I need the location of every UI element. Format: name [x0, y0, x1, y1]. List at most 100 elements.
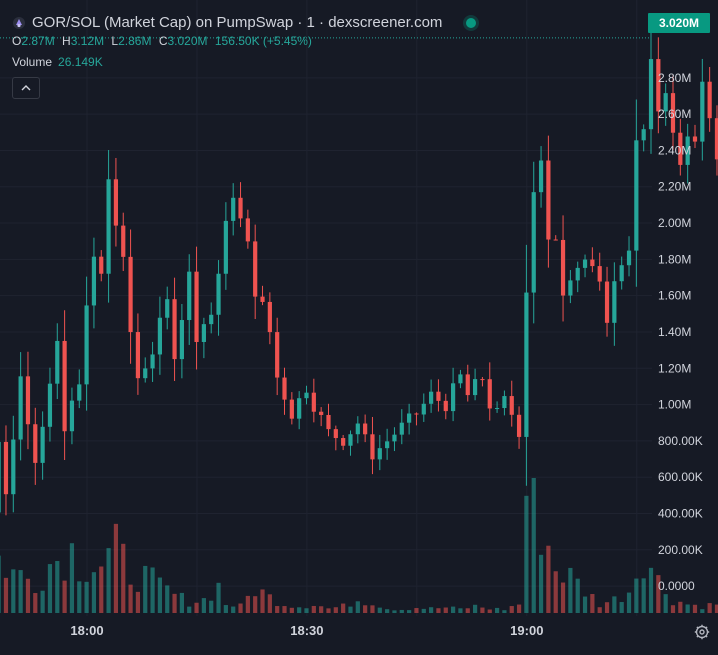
candle-body: [245, 218, 250, 242]
candle-body: [619, 265, 624, 282]
volume-bar: [282, 606, 287, 613]
candle-body: [253, 241, 258, 297]
volume-bar: [3, 577, 9, 613]
volume-bar: [458, 608, 463, 613]
candle-body: [319, 411, 324, 415]
candle-body: [612, 281, 617, 323]
volume-bar: [62, 580, 67, 613]
candle-body: [194, 271, 199, 342]
candle-body: [25, 376, 31, 425]
volume-bar: [692, 604, 698, 613]
candle-body: [311, 392, 316, 412]
candle-body: [179, 320, 184, 360]
y-tick-label: 800.00K: [658, 434, 703, 448]
candle-body: [443, 400, 448, 412]
volume-bar: [91, 572, 97, 613]
volume-bar: [407, 610, 412, 613]
ohlc-row: O2.87M H3.12M L2.86M C3.020M 156.50K (+5…: [12, 34, 476, 48]
candle-body: [377, 448, 382, 460]
candle-body: [663, 93, 668, 112]
candle-body: [509, 396, 514, 415]
volume-bar: [55, 561, 60, 613]
candle-body: [451, 383, 456, 412]
volume-bar: [194, 602, 199, 613]
volume-bar: [414, 608, 419, 613]
candle-body: [524, 292, 529, 437]
candle-body: [700, 81, 705, 142]
candle-body: [304, 392, 309, 399]
volume-bar: [597, 607, 602, 613]
volume-label: Volume: [12, 55, 53, 69]
candle-body: [91, 256, 97, 306]
volume-bar: [494, 607, 500, 613]
volume-bar: [538, 554, 544, 613]
volume-bar: [429, 607, 434, 613]
volume-bar: [33, 593, 38, 613]
volume-bar: [11, 569, 16, 613]
volume-bar: [546, 545, 551, 613]
candle-body: [641, 129, 646, 141]
volume-bar: [568, 567, 573, 613]
y-tick-label: 1.20M: [658, 361, 691, 375]
volume-bar: [179, 592, 184, 613]
volume-bar: [355, 601, 360, 613]
collapse-legend-button[interactable]: [12, 77, 40, 99]
candle-body: [172, 299, 177, 360]
y-tick-label: 2.20M: [658, 180, 691, 194]
volume-bar: [516, 604, 522, 613]
volume-bar: [135, 591, 141, 613]
candle-body: [575, 267, 580, 281]
volume-bar: [238, 603, 243, 613]
candle-body: [399, 422, 404, 435]
candle-body: [604, 281, 610, 323]
volume-bar: [714, 604, 718, 613]
open-key: O: [12, 34, 22, 48]
candle-body: [0, 441, 1, 513]
volume-bar: [487, 609, 492, 613]
volume-bar: [590, 594, 595, 613]
candle-body: [678, 132, 683, 165]
volume-bar: [267, 594, 272, 613]
candle-body: [568, 280, 573, 296]
volume-bar: [143, 565, 148, 613]
candle-body: [84, 305, 89, 385]
candle-body: [363, 423, 368, 435]
candle-body: [421, 403, 426, 415]
candle-body: [99, 256, 104, 274]
candle-body: [11, 439, 16, 495]
candle-body: [47, 383, 53, 427]
candle-body: [502, 396, 507, 409]
candle-body: [414, 413, 419, 415]
candle-body: [121, 225, 126, 257]
low-key: L: [111, 34, 119, 48]
candle-body: [370, 434, 375, 460]
volume-bar: [685, 604, 690, 613]
candle-body: [157, 317, 162, 355]
volume-row: Volume 26.149K: [12, 55, 476, 69]
settings-button[interactable]: [694, 624, 710, 640]
candle-body: [150, 354, 155, 369]
volume-bar: [392, 610, 397, 613]
volume-bar: [113, 523, 119, 613]
close-key: C: [158, 34, 168, 48]
settings-gear-icon: [694, 624, 710, 640]
volume-bar: [575, 578, 580, 613]
volume-bar: [187, 606, 192, 613]
candle-body: [560, 239, 566, 296]
candle-body: [531, 192, 536, 293]
y-tick-label: 1.00M: [658, 398, 691, 412]
candle-body: [429, 391, 434, 404]
volume-bar: [326, 608, 331, 613]
x-tick-label: 18:00: [70, 623, 103, 638]
candle-body: [3, 441, 9, 495]
candle-body: [480, 379, 485, 381]
candle-body: [238, 197, 243, 219]
volume-bar: [619, 602, 624, 613]
volume-bar: [670, 605, 676, 613]
volume-bar: [524, 495, 529, 613]
chart-legend: GOR/SOL (Market Cap) on PumpSwap · 1 · d…: [12, 14, 477, 99]
volume-bar: [297, 607, 302, 613]
candle-body: [341, 438, 346, 446]
